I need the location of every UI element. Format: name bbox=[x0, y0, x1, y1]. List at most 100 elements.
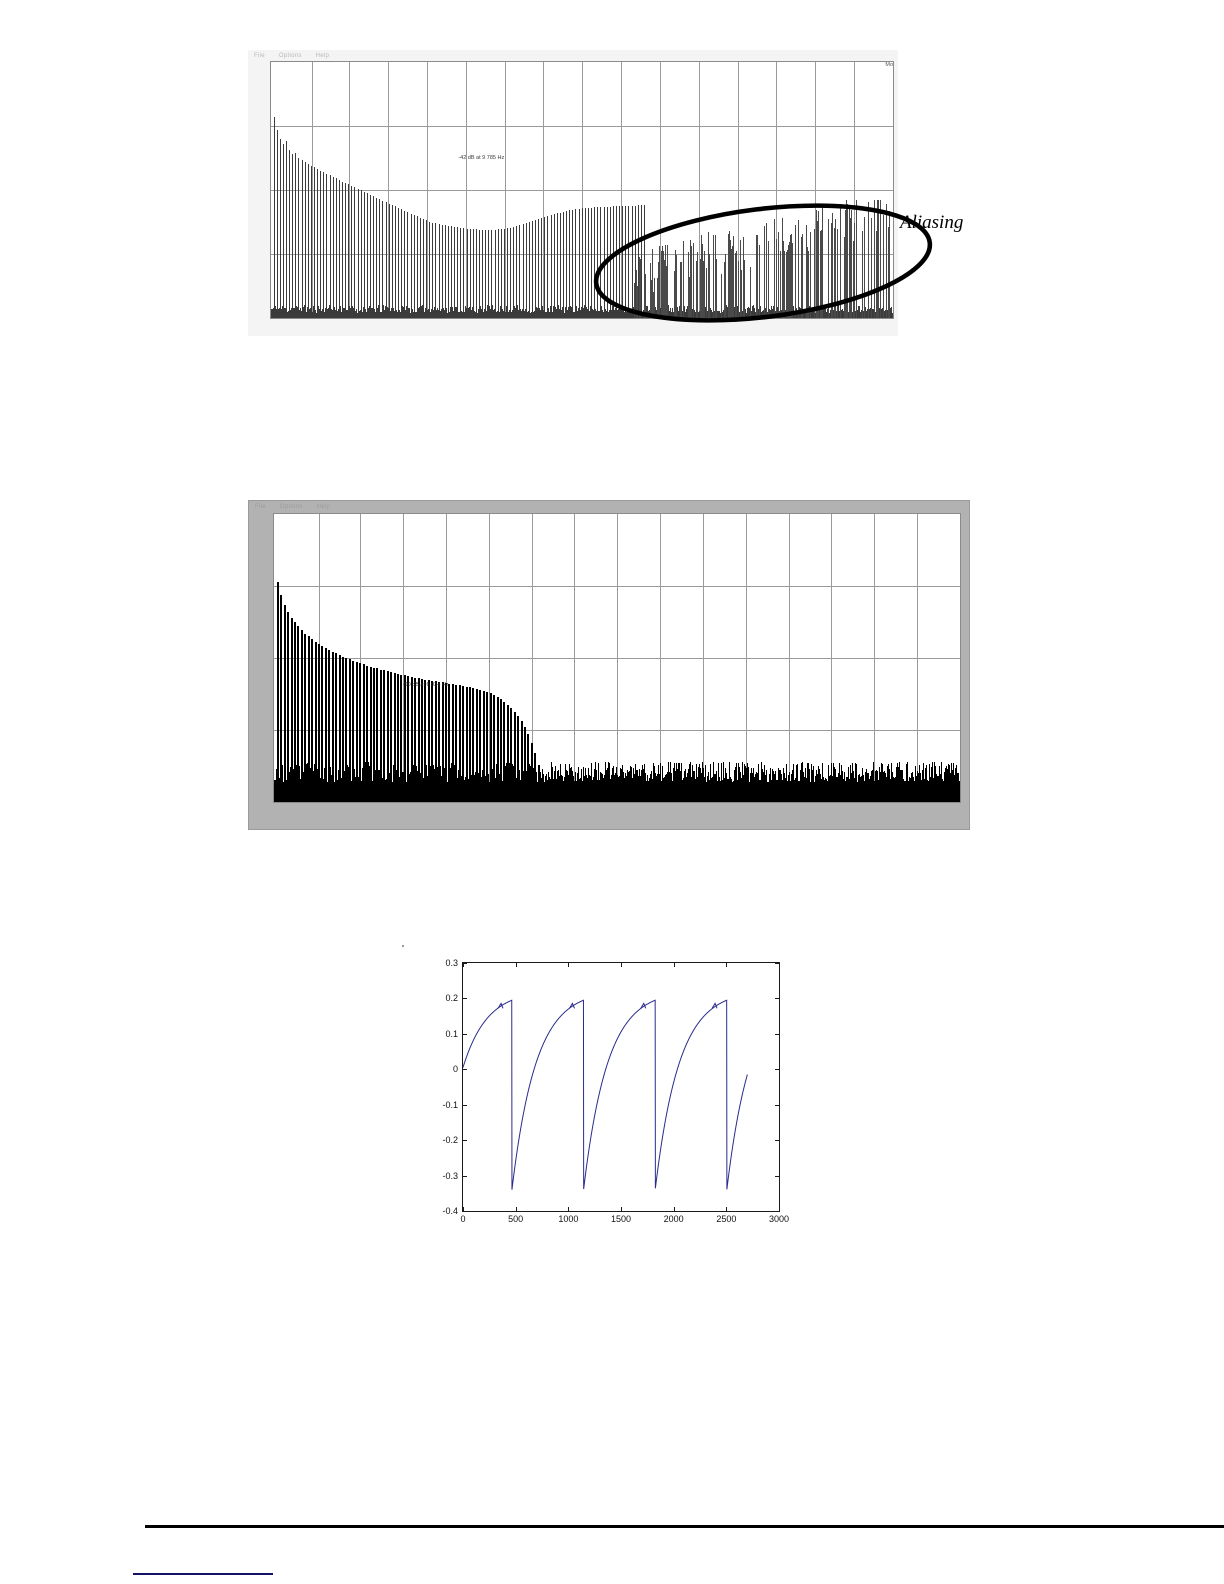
noise-floor-bar bbox=[653, 763, 654, 802]
noise-floor-bar bbox=[413, 765, 414, 802]
spectrum-harmonic-bar bbox=[389, 203, 390, 318]
noise-floor-bar bbox=[584, 305, 585, 318]
noise-floor-bar bbox=[756, 772, 757, 802]
noise-floor-bar bbox=[706, 781, 707, 802]
spectrum-harmonic-bar bbox=[295, 152, 296, 318]
noise-floor-bar bbox=[391, 307, 392, 318]
noise-floor-bar bbox=[674, 762, 675, 802]
noise-floor-bar bbox=[475, 772, 476, 802]
noise-floor-bar bbox=[567, 771, 568, 802]
noise-floor-bar bbox=[936, 773, 937, 802]
y-axis-tick-label: 0 bbox=[452, 1064, 458, 1075]
noise-floor-bar bbox=[530, 766, 531, 802]
spectrum-harmonic-bar bbox=[366, 665, 368, 802]
toolbar-item-help[interactable]: Help bbox=[315, 52, 330, 59]
noise-floor-bar bbox=[402, 305, 403, 318]
aliasing-partial-bar bbox=[806, 225, 807, 318]
noise-floor-bar bbox=[718, 763, 719, 802]
noise-floor-bar bbox=[335, 309, 336, 318]
noise-floor-bar bbox=[520, 779, 521, 802]
noise-floor-bar bbox=[788, 774, 789, 802]
noise-floor-bar bbox=[402, 771, 403, 802]
toolbar-item-file[interactable]: File bbox=[254, 52, 265, 59]
noise-floor-bar bbox=[533, 768, 534, 802]
noise-floor-bar bbox=[338, 770, 339, 802]
noise-floor-bar bbox=[500, 305, 501, 318]
noise-floor-bar bbox=[924, 778, 925, 802]
noise-floor-bar bbox=[742, 761, 743, 802]
noise-floor-bar bbox=[744, 764, 745, 802]
spectrum-harmonic-bar bbox=[566, 211, 567, 318]
noise-floor-bar bbox=[561, 775, 562, 802]
noise-floor-bar bbox=[297, 306, 298, 318]
noise-floor-bar bbox=[520, 308, 521, 318]
noise-floor-bar bbox=[531, 312, 532, 318]
noise-floor-bar bbox=[381, 311, 382, 318]
noise-floor-bar bbox=[338, 308, 339, 318]
noise-floor-bar bbox=[922, 769, 923, 802]
x-tick-mark bbox=[621, 1207, 622, 1211]
aliasing-partial-bar bbox=[693, 242, 694, 318]
aliasing-partial-bar bbox=[654, 277, 655, 318]
noise-floor-bar bbox=[496, 763, 497, 802]
noise-floor-bar bbox=[580, 777, 581, 802]
noise-floor-bar bbox=[761, 762, 762, 802]
aliasing-partial-bar bbox=[893, 200, 894, 318]
spectrum-harmonic-bar bbox=[297, 626, 299, 802]
toolbar-item-help[interactable]: Help bbox=[316, 503, 331, 510]
aliasing-partial-bar bbox=[886, 203, 887, 318]
noise-floor-bar bbox=[368, 308, 369, 318]
noise-floor-bar bbox=[800, 769, 801, 802]
toolbar-item-file[interactable]: File bbox=[255, 503, 266, 510]
noise-floor-bar bbox=[552, 766, 553, 802]
spectrum-harmonic-bar bbox=[318, 643, 320, 802]
noise-floor-bar bbox=[621, 769, 622, 802]
noise-floor-bar bbox=[593, 309, 594, 318]
noise-floor-bar bbox=[720, 781, 721, 802]
noise-floor-bar bbox=[748, 766, 749, 802]
noise-floor-bar bbox=[678, 763, 679, 802]
noise-floor-bar bbox=[309, 308, 310, 318]
aliasing-partial-bar bbox=[688, 252, 689, 318]
noise-floor-bar bbox=[596, 769, 597, 802]
noise-floor-bar bbox=[927, 779, 928, 802]
spectrum-harmonic-bar bbox=[339, 180, 340, 318]
aliasing-partial-bar bbox=[774, 219, 775, 318]
footnote-link[interactable] bbox=[133, 1572, 273, 1575]
noise-floor-bar bbox=[493, 309, 494, 318]
aliasing-partial-bar bbox=[787, 249, 788, 318]
noise-floor-bar bbox=[541, 777, 542, 802]
noise-floor-bar bbox=[848, 766, 849, 802]
noise-floor-bar bbox=[631, 767, 632, 802]
noise-floor-bar bbox=[850, 764, 851, 802]
noise-floor-bar bbox=[568, 307, 569, 318]
noise-floor-bar bbox=[423, 778, 424, 802]
noise-floor-bar bbox=[736, 762, 737, 802]
aliasing-partial-bar bbox=[667, 244, 668, 318]
noise-floor-bar bbox=[923, 763, 924, 802]
figure2-toolbar[interactable]: File Options Help bbox=[249, 501, 969, 512]
figure1-toolbar[interactable]: File Options Help bbox=[248, 50, 898, 61]
noise-floor-bar bbox=[767, 781, 768, 802]
noise-floor-bar bbox=[710, 764, 711, 802]
spectrum-harmonic-bar bbox=[289, 150, 290, 318]
aliasing-partial-bar bbox=[784, 251, 785, 318]
toolbar-item-options[interactable]: Options bbox=[279, 503, 303, 510]
noise-floor-bar bbox=[334, 307, 335, 318]
x-axis-tick-label: 2500 bbox=[716, 1214, 737, 1224]
noise-floor-bar bbox=[408, 307, 409, 318]
toolbar-item-options[interactable]: Options bbox=[278, 52, 302, 59]
noise-floor-bar bbox=[542, 305, 543, 318]
noise-floor-bar bbox=[355, 310, 356, 318]
noise-floor-bar bbox=[625, 773, 626, 802]
noise-floor-bar bbox=[735, 766, 736, 802]
noise-floor-bar bbox=[904, 780, 905, 802]
noise-floor-bar bbox=[712, 776, 713, 802]
noise-floor-bar bbox=[711, 777, 712, 802]
gridline-vertical bbox=[960, 514, 961, 802]
spectrum-harmonic-bar bbox=[370, 194, 371, 318]
noise-floor-bar bbox=[905, 780, 906, 802]
noise-floor-bar bbox=[552, 311, 553, 318]
noise-floor-bar bbox=[276, 308, 277, 318]
spectrum-harmonic-bar bbox=[560, 212, 561, 318]
